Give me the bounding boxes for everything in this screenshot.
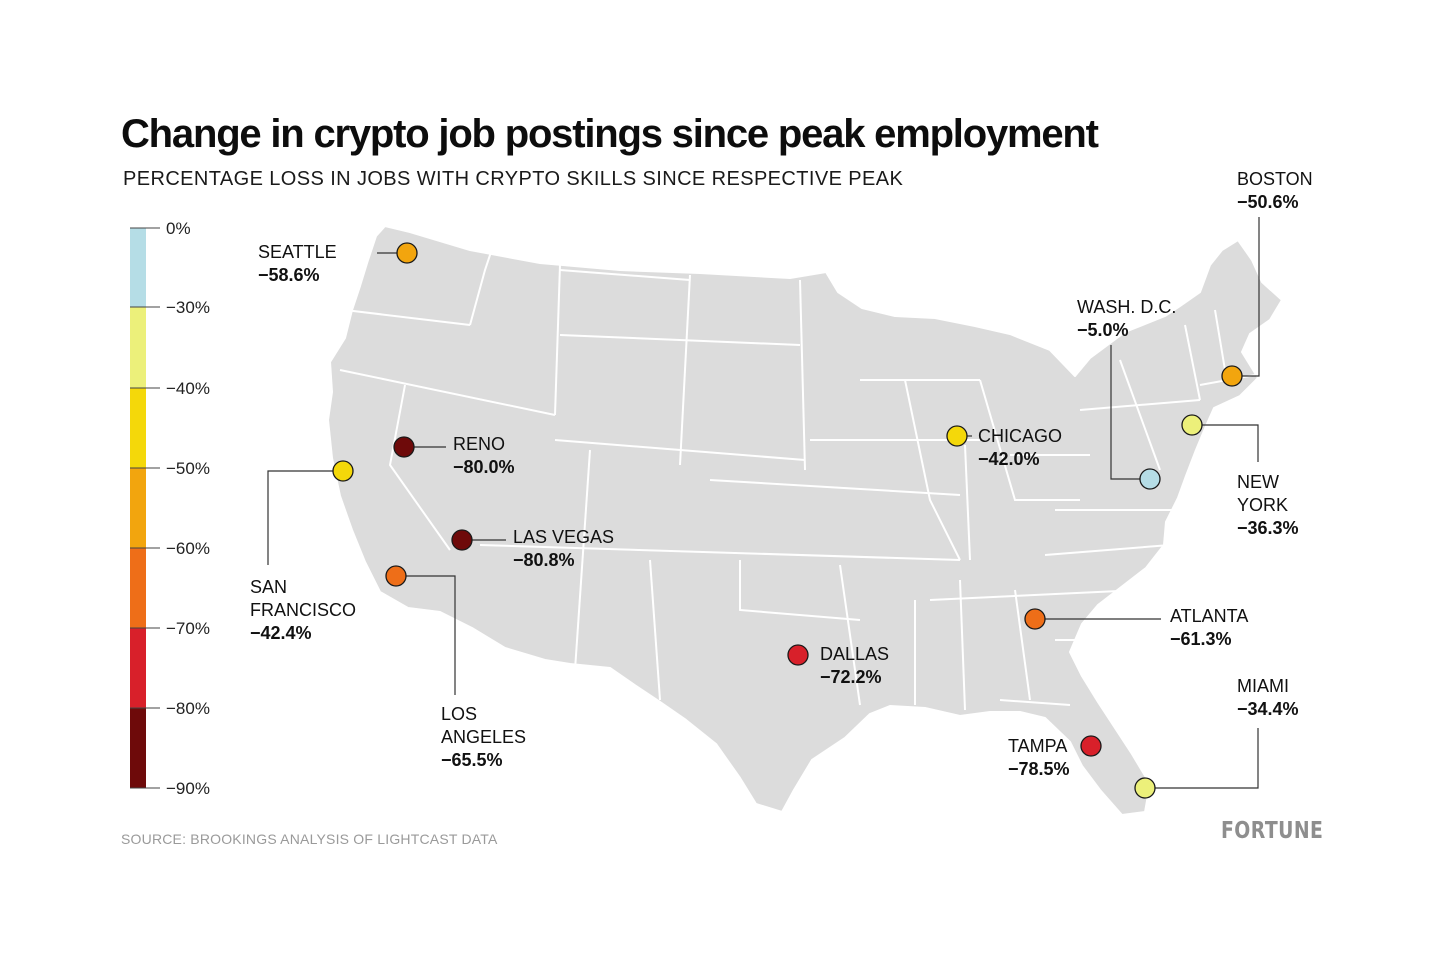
state-borders (339, 239, 1256, 711)
city-name: RENO (453, 434, 505, 454)
city-label-seattle: SEATTLE −58.6% (258, 242, 337, 285)
brand-logo: FORTUNE (1221, 818, 1324, 844)
city-value: −72.2% (820, 667, 882, 687)
city-marker-las-vegas (451, 529, 473, 551)
city-value: −80.8% (513, 550, 575, 570)
city-value: −50.6% (1237, 192, 1299, 212)
city-value: −80.0% (453, 457, 515, 477)
legend-tick-label: −30% (166, 298, 210, 317)
source-note: SOURCE: BROOKINGS ANALYSIS OF LIGHTCAST … (121, 831, 498, 847)
legend-tick-label: −70% (166, 619, 210, 638)
legend-band (130, 228, 146, 307)
city-label-las-vegas: LAS VEGAS −80.8% (513, 527, 614, 570)
city-value: −61.3% (1170, 629, 1232, 649)
city-value: −5.0% (1077, 320, 1129, 340)
city-label-new-york: NEW YORK −36.3% (1237, 472, 1299, 538)
legend-band (130, 468, 146, 548)
city-value: −78.5% (1008, 759, 1070, 779)
leader-miami (1145, 728, 1259, 789)
city-marker-boston (1221, 365, 1243, 387)
city-name: ANGELES (441, 727, 526, 747)
legend-band (130, 628, 146, 708)
city-name: WASH. D.C. (1077, 297, 1176, 317)
city-marker-seattle (396, 242, 418, 264)
city-value: −65.5% (441, 750, 503, 770)
city-marker-los-angeles (385, 565, 407, 587)
city-name: MIAMI (1237, 676, 1289, 696)
city-name: YORK (1237, 495, 1288, 515)
city-marker-wash-d-c (1139, 468, 1161, 490)
city-name: TAMPA (1008, 736, 1067, 756)
city-label-atlanta: ATLANTA −61.3% (1170, 606, 1248, 649)
city-value: −34.4% (1237, 699, 1299, 719)
city-label-tampa: TAMPA −78.5% (1008, 736, 1070, 779)
city-value: −36.3% (1237, 518, 1299, 538)
legend-band (130, 388, 146, 468)
city-marker-reno (393, 436, 415, 458)
city-name: BOSTON (1237, 169, 1313, 189)
city-marker-san-francisco (332, 460, 354, 482)
city-marker-tampa (1080, 735, 1102, 757)
city-label-miami: MIAMI −34.4% (1237, 676, 1299, 719)
city-marker-atlanta (1024, 608, 1046, 630)
city-name: SEATTLE (258, 242, 337, 262)
city-label-san-francisco: SAN FRANCISCO −42.4% (250, 577, 356, 643)
city-labels: SEATTLE −58.6% RENO −80.0% SAN FRANCISCO −42.4… (250, 169, 1313, 779)
legend-tick-label: −80% (166, 699, 210, 718)
city-name: LOS (441, 704, 477, 724)
city-value: −42.0% (978, 449, 1040, 469)
city-label-boston: BOSTON −50.6% (1237, 169, 1313, 212)
legend-tick-label: −50% (166, 459, 210, 478)
city-value: −42.4% (250, 623, 312, 643)
city-label-reno: RENO −80.0% (453, 434, 515, 477)
city-marker-chicago (946, 425, 968, 447)
city-name: DALLAS (820, 644, 889, 664)
city-label-wash-d-c: WASH. D.C. −5.0% (1077, 297, 1176, 340)
city-value: −58.6% (258, 265, 320, 285)
legend-tick-label: −40% (166, 379, 210, 398)
city-label-chicago: CHICAGO −42.0% (978, 426, 1062, 469)
legend-tick-label: 0% (166, 219, 191, 238)
leader-new-york (1192, 424, 1259, 462)
city-name: NEW (1237, 472, 1279, 492)
leader-los-angeles (396, 575, 456, 695)
legend-tick-label: −60% (166, 539, 210, 558)
legend: 0% −30% −40% −50% −60% −70% −80% −90% (130, 219, 210, 798)
city-label-dallas: DALLAS −72.2% (820, 644, 889, 687)
city-label-los-angeles: LOS ANGELES −65.5% (441, 704, 526, 770)
legend-band (130, 307, 146, 388)
leader-wash-dc (1110, 345, 1150, 480)
city-markers (332, 242, 1243, 799)
us-outline (327, 225, 1283, 816)
leader-lines (267, 217, 1260, 789)
city-marker-miami (1134, 777, 1156, 799)
city-marker-dallas (787, 644, 809, 666)
city-name: CHICAGO (978, 426, 1062, 446)
chart-title: Change in crypto job postings since peak… (121, 112, 1099, 156)
legend-band (130, 708, 146, 788)
legend-band (130, 548, 146, 628)
chart-subtitle: PERCENTAGE LOSS IN JOBS WITH CRYPTO SKIL… (123, 168, 904, 190)
city-name: ATLANTA (1170, 606, 1248, 626)
city-name: FRANCISCO (250, 600, 356, 620)
city-marker-new-york (1181, 414, 1203, 436)
city-name: LAS VEGAS (513, 527, 614, 547)
city-name: SAN (250, 577, 287, 597)
leader-san-francisco (267, 470, 343, 565)
legend-tick-label: −90% (166, 779, 210, 798)
